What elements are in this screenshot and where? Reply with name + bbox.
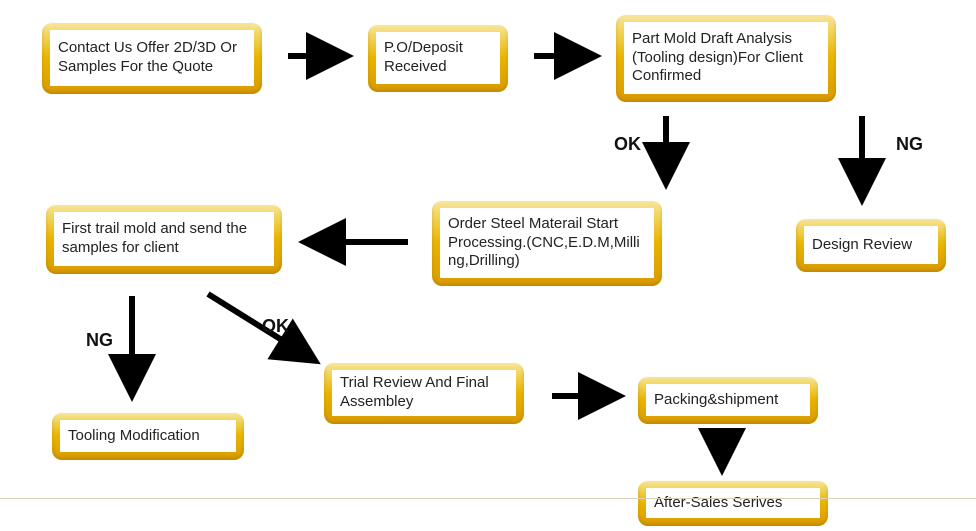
edge-label-e3: OK xyxy=(614,134,641,155)
node-packing: Packing&shipment xyxy=(638,376,818,424)
baseline-rule xyxy=(0,498,976,499)
node-steel: Order Steel Materail Start Processing.(C… xyxy=(432,200,662,286)
node-contact: Contact Us Offer 2D/3D Or Samples For th… xyxy=(42,22,262,94)
edge-label-e4: NG xyxy=(896,134,923,155)
node-label: After-Sales Serives xyxy=(646,488,820,518)
node-toolmod: Tooling Modification xyxy=(52,412,244,460)
node-label: P.O/Deposit Received xyxy=(376,32,500,84)
node-trail: First trail mold and send the samples fo… xyxy=(46,204,282,274)
node-po: P.O/Deposit Received xyxy=(368,24,508,92)
edge-label-e6: NG xyxy=(86,330,113,351)
node-label: Trial Review And Final Assembley xyxy=(332,370,516,416)
node-trial: Trial Review And Final Assembley xyxy=(324,362,524,424)
arrow-e7 xyxy=(208,294,314,360)
node-label: Contact Us Offer 2D/3D Or Samples For th… xyxy=(50,30,254,86)
flowchart-canvas: Contact Us Offer 2D/3D Or Samples For th… xyxy=(0,0,976,531)
node-label: First trail mold and send the samples fo… xyxy=(54,212,274,266)
node-review: Design Review xyxy=(796,218,946,272)
node-after: After-Sales Serives xyxy=(638,480,828,526)
node-label: Order Steel Materail Start Processing.(C… xyxy=(440,208,654,278)
node-label: Design Review xyxy=(804,226,938,264)
node-label: Packing&shipment xyxy=(646,384,810,416)
node-label: Part Mold Draft Analysis (Tooling design… xyxy=(624,22,828,94)
node-label: Tooling Modification xyxy=(60,420,236,452)
edge-label-e7: OK xyxy=(262,316,289,337)
node-draft: Part Mold Draft Analysis (Tooling design… xyxy=(616,14,836,102)
